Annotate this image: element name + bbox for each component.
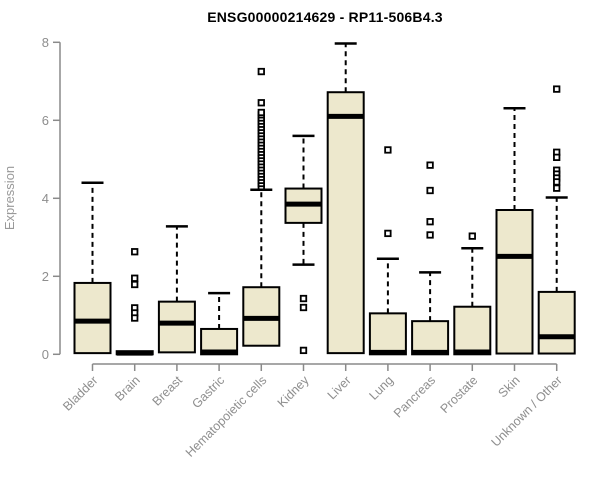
boxplot-brain: [115, 248, 154, 356]
outlier-point: [468, 232, 476, 240]
outlier-point: [384, 146, 392, 154]
outlier-point: [426, 218, 434, 226]
outlier-point: [426, 161, 434, 169]
x-tick-label-pancreas: Pancreas: [391, 373, 438, 420]
iqr-box: [453, 305, 492, 356]
x-tick-label-prostate: Prostate: [438, 373, 481, 416]
outlier-point: [257, 108, 265, 117]
x-tick-label-liver: Liver: [325, 373, 354, 402]
x-tick-label-breast: Breast: [150, 373, 186, 409]
x-tick-label-skin: Skin: [496, 373, 523, 400]
boxplot-gastric: [200, 291, 239, 356]
boxplot-prostate: [453, 232, 492, 356]
outlier-point: [299, 346, 308, 355]
boxplot-kidney: [284, 134, 323, 355]
outlier-point: [426, 231, 434, 239]
y-tick-label-6: 6: [42, 113, 49, 128]
outlier-point: [131, 248, 139, 256]
chart-title: ENSG00000214629 - RP11-506B4.3: [207, 9, 443, 25]
iqr-box: [73, 281, 112, 355]
x-tick-label-lung: Lung: [366, 373, 396, 403]
iqr-box: [368, 312, 407, 356]
boxplot-skin: [495, 106, 534, 355]
outlier-point: [553, 85, 561, 93]
outlier-point: [299, 303, 308, 312]
iqr-box: [326, 91, 365, 355]
boxplot-lung: [368, 146, 407, 356]
boxplot-hematopoietic-cells: [242, 67, 281, 347]
outlier-point: [257, 67, 265, 76]
boxplot-breast: [157, 225, 196, 354]
iqr-box: [411, 320, 450, 356]
x-tick-label-brain: Brain: [112, 373, 143, 404]
iqr-box: [495, 209, 534, 355]
y-tick-label-2: 2: [42, 269, 49, 284]
y-tick-label-8: 8: [42, 35, 49, 50]
outlier-point: [299, 294, 308, 303]
y-tick-label-4: 4: [42, 191, 49, 206]
boxplot-unknown-other: [537, 85, 576, 355]
outlier-point: [553, 184, 561, 192]
outlier-point: [426, 186, 434, 195]
boxplot-pancreas: [411, 161, 450, 356]
outlier-point: [257, 99, 265, 107]
y-tick-label-0: 0: [42, 347, 49, 362]
outlier-point: [553, 153, 561, 162]
iqr-box: [157, 300, 196, 354]
x-tick-label-bladder: Bladder: [60, 373, 100, 413]
x-tick-label-kidney: Kidney: [275, 373, 312, 410]
boxplot-liver: [326, 42, 365, 355]
outlier-point: [131, 280, 139, 289]
x-tick-label-gastric: Gastric: [189, 373, 227, 411]
boxplot-bladder: [73, 181, 112, 355]
outlier-point: [553, 178, 561, 186]
outlier-point: [384, 229, 392, 238]
x-tick-label-hematopoietic-cells: Hematopoietic cells: [183, 373, 270, 460]
outlier-point: [131, 274, 139, 282]
outlier-point: [131, 314, 139, 322]
iqr-box: [537, 290, 576, 355]
